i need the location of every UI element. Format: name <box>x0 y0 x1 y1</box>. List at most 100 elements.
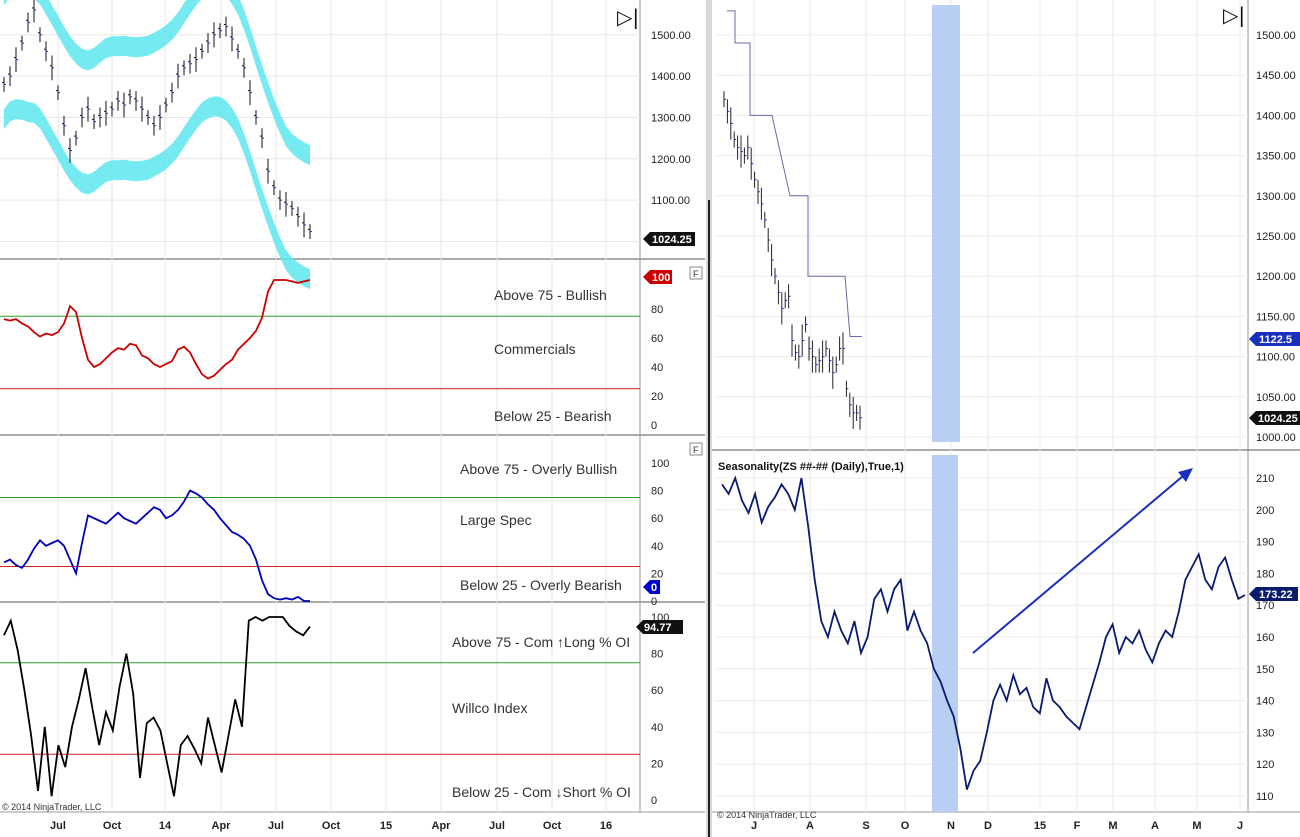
right-price-y-tick-label: 1250.00 <box>1256 231 1296 243</box>
right-price-bar <box>743 147 747 164</box>
right-price-bar <box>750 147 754 180</box>
seasonality-last-value: 173.22 <box>1259 589 1293 601</box>
right-price-bar <box>730 107 733 140</box>
price-bar <box>218 23 222 39</box>
price-bar <box>104 100 108 126</box>
price-bar <box>248 80 252 106</box>
left-x-tick-label: Jul <box>268 820 284 832</box>
price-bar <box>164 97 168 113</box>
right-price-bar <box>811 340 815 373</box>
left-x-tick-label: Jul <box>50 820 66 832</box>
price-bar <box>56 85 60 101</box>
right-price-y-tick-label: 1050.00 <box>1256 392 1296 404</box>
right-jump-to-end-icon[interactable]: ▷| <box>1223 3 1245 27</box>
price-bar <box>170 82 174 103</box>
willco-last-badge: 94.77 <box>636 620 683 634</box>
seasonality-y-tick-label: 130 <box>1256 727 1274 739</box>
right-price-bar <box>788 284 791 309</box>
price-bar <box>272 180 276 196</box>
right-x-tick-label: A <box>1151 820 1159 832</box>
price-bar <box>86 96 90 122</box>
oscillator-y-tick-label: 80 <box>651 304 663 316</box>
right-price-y-tick-label: 1400.00 <box>1256 110 1296 122</box>
price-last-value: 1024.25 <box>652 234 692 246</box>
right-price-bar <box>856 404 859 421</box>
right-price-bar <box>774 268 777 285</box>
right-x-tick-label: 15 <box>1034 820 1046 832</box>
right-price-bar <box>747 135 750 160</box>
right-price-y-axis: 1500.00 1450.00 1400.00 1350.00 1300.00 1250.… <box>1256 30 1296 444</box>
right-price-bars <box>723 91 862 430</box>
right-price-bar <box>781 292 784 325</box>
large-spec-series <box>3 489 310 602</box>
right-price-y-tick-label: 1450.00 <box>1256 70 1296 82</box>
large-spec-label: Large Spec <box>460 512 532 528</box>
price-bar <box>302 212 306 238</box>
right-price-bar <box>757 179 760 204</box>
large-spec-last-badge: 0 <box>643 580 660 594</box>
right-x-axis: J A S O N D 15 F M A M J <box>751 820 1243 832</box>
left-x-tick-label: Jul <box>489 820 505 832</box>
oscillator-y-tick-label: 80 <box>651 486 663 498</box>
oscillator-y-tick-label: 20 <box>651 391 663 403</box>
left-x-tick-label: Apr <box>432 820 452 832</box>
left-x-tick-label: 15 <box>380 820 392 832</box>
commercials-panel-icon[interactable]: F <box>689 266 703 280</box>
seasonality-y-tick-label: 110 <box>1256 791 1274 803</box>
left-copyright: © 2014 NinjaTrader, LLC <box>2 802 102 812</box>
oscillator-y-tick-label: 100 <box>651 458 669 470</box>
commercials-upper-label: Above 75 - Bullish <box>494 287 607 303</box>
right-price-bar <box>815 356 818 373</box>
price-bar <box>182 60 186 76</box>
right-level-badge: 1122.5 <box>1249 332 1300 346</box>
commercials-threshold-lines <box>0 315 640 390</box>
right-x-tick-label: N <box>947 820 955 832</box>
right-x-tick-label: J <box>1237 820 1243 832</box>
price-bar <box>140 96 144 122</box>
right-price-y-tick-label: 1300.00 <box>1256 191 1296 203</box>
price-y-tick-label: 1200.00 <box>651 154 691 166</box>
price-bar <box>236 43 240 59</box>
seasonality-title: Seasonality(ZS ##-## (Daily),True,1) <box>718 461 904 473</box>
right-price-y-tick-label: 1350.00 <box>1256 151 1296 163</box>
willco-series <box>3 615 311 797</box>
oscillator-y-tick-label: 0 <box>651 420 657 432</box>
price-y-tick-label: 1400.00 <box>651 71 691 83</box>
right-price-bar <box>828 348 832 373</box>
seasonality-y-tick-label: 120 <box>1256 759 1274 771</box>
right-price-bar <box>767 227 771 253</box>
price-bar <box>2 76 6 92</box>
willco-threshold-lines <box>0 662 640 755</box>
lower-channel-band <box>4 96 310 290</box>
right-price-bar <box>798 344 801 369</box>
seasonality-y-tick-label: 190 <box>1256 537 1274 549</box>
right-price-bar <box>733 131 737 148</box>
right-price-bar <box>818 348 822 373</box>
right-x-tick-label: O <box>901 820 910 832</box>
price-bar <box>266 158 270 184</box>
price-bar <box>14 47 18 72</box>
price-bar <box>8 66 12 87</box>
price-bar <box>224 16 228 37</box>
jump-to-end-icon[interactable]: ▷| <box>617 5 639 29</box>
upper-channel-band <box>4 0 310 166</box>
seasonal-low-shade-bottom <box>932 455 958 812</box>
right-last-badge: 1024.25 <box>1249 411 1300 425</box>
price-bar <box>284 191 288 217</box>
seasonal-low-shade-top <box>932 5 960 442</box>
right-x-tick-label: A <box>806 820 814 832</box>
large-spec-panel-icon[interactable]: F <box>689 442 703 456</box>
price-bar <box>296 206 300 227</box>
oscillator-line <box>3 279 311 380</box>
price-bar <box>38 27 42 43</box>
right-x-tick-label: M <box>1108 820 1117 832</box>
left-x-axis: Jul Oct 14 Apr Jul Oct 15 Apr Jul Oct 16 <box>50 820 612 832</box>
commercials-series <box>3 279 311 380</box>
seasonality-y-tick-label: 140 <box>1256 696 1274 708</box>
large-spec-upper-label: Above 75 - Overly Bullish <box>460 461 617 477</box>
price-bars <box>2 0 312 239</box>
seasonality-y-tick-label: 210 <box>1256 473 1274 485</box>
oscillator-y-tick-label: 20 <box>651 758 663 770</box>
